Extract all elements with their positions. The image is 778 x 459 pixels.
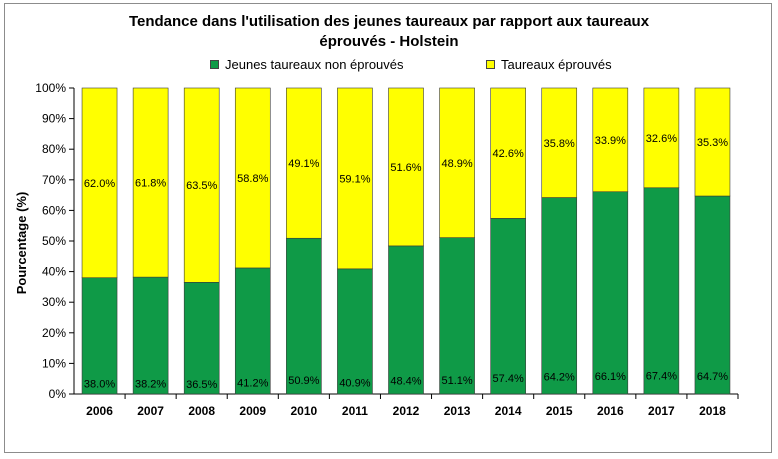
data-label: 66.1% — [595, 371, 626, 383]
data-label: 62.0% — [84, 178, 115, 190]
bar-young-2014 — [490, 218, 526, 395]
x-tick-label: 2012 — [393, 404, 420, 418]
data-label: 38.0% — [84, 379, 115, 391]
data-label: 41.2% — [237, 378, 268, 390]
bar-proven-2017 — [643, 87, 680, 189]
data-label: 35.3% — [697, 137, 728, 149]
data-label: 67.4% — [646, 370, 677, 382]
bar-young-2007 — [132, 276, 169, 395]
bar-proven-2007 — [132, 87, 169, 278]
legend-swatch-proven-bulls — [486, 60, 495, 69]
data-label: 36.5% — [186, 379, 217, 391]
x-tick-label: 2006 — [86, 404, 113, 418]
bar-young-2010 — [286, 237, 322, 395]
y-tick-label: 100% — [35, 81, 66, 95]
bar-proven-2012 — [388, 87, 424, 247]
legend-label-young-bulls: Jeunes taureaux non éprouvés — [225, 57, 404, 72]
chart-title-line-2: éprouvés - Holstein — [319, 33, 459, 50]
x-tick-label: 2009 — [239, 404, 266, 418]
bar-young-2011 — [337, 268, 373, 395]
data-label: 48.9% — [441, 158, 472, 170]
bar-proven-2009 — [234, 87, 271, 269]
x-tick-label: 2011 — [342, 404, 368, 418]
bar-young-2015 — [541, 197, 578, 395]
legend-item-young-bulls: Jeunes taureaux non éprouvés — [210, 57, 404, 72]
chart-title: Tendance dans l'utilisation des jeunes t… — [0, 12, 778, 52]
bar-young-2017 — [643, 187, 680, 395]
data-label: 32.6% — [646, 133, 677, 145]
y-tick-label: 0% — [49, 387, 67, 401]
data-label: 58.8% — [237, 173, 268, 185]
x-tick-label: 2015 — [546, 404, 573, 418]
plot-area: 0% 10% 20% 30% 40% 50% 60% 70% 80% 90% 100% 38.0% 62… — [35, 81, 739, 418]
bar-proven-2015 — [541, 87, 578, 198]
data-label: 61.8% — [135, 178, 166, 190]
y-axis-label: Pourcentage (%) — [14, 192, 29, 295]
bar-proven-2013 — [439, 87, 475, 238]
y-tick-label: 90% — [42, 112, 66, 126]
data-label: 38.2% — [135, 378, 166, 390]
chart-title-line-1: Tendance dans l'utilisation des jeunes t… — [128, 13, 650, 30]
x-tick-label: 2008 — [188, 404, 215, 418]
x-tick-label: 2014 — [495, 404, 522, 418]
bar-proven-2006 — [81, 87, 118, 279]
data-label: 49.1% — [288, 158, 319, 170]
data-label: 63.5% — [186, 180, 217, 192]
legend-label-proven-bulls: Taureaux éprouvés — [501, 57, 612, 72]
y-tick-label: 30% — [42, 295, 66, 309]
bar-proven-2018 — [694, 87, 731, 197]
data-label: 50.9% — [288, 375, 319, 387]
y-tick-label: 50% — [42, 234, 66, 248]
data-label: 51.1% — [441, 375, 472, 387]
data-label: 64.2% — [544, 371, 575, 383]
data-label: 33.9% — [595, 135, 626, 147]
bar-young-2008 — [183, 282, 220, 395]
y-tick-label: 70% — [42, 173, 66, 187]
data-label: 64.7% — [697, 371, 728, 383]
legend-swatch-young-bulls — [210, 60, 219, 69]
x-tick-label: 2016 — [597, 404, 624, 418]
y-tick-label: 60% — [42, 203, 66, 217]
bar-proven-2010 — [286, 87, 322, 239]
bar-young-2018 — [694, 195, 731, 395]
legend: Jeunes taureaux non éprouvés Taureaux ép… — [0, 57, 778, 77]
legend-item-proven-bulls: Taureaux éprouvés — [486, 57, 612, 72]
x-tick-label: 2010 — [290, 404, 317, 418]
data-label: 59.1% — [339, 173, 370, 185]
data-label: 57.4% — [493, 373, 524, 385]
bar-proven-2016 — [592, 87, 629, 193]
bar-young-2013 — [439, 237, 475, 395]
y-tick-label: 10% — [42, 356, 66, 370]
x-tick-label: 2018 — [699, 404, 726, 418]
data-label: 51.6% — [390, 162, 421, 174]
data-label: 48.4% — [390, 376, 421, 388]
bar-proven-2008 — [183, 87, 220, 283]
data-label: 42.6% — [493, 148, 524, 160]
x-tick-label: 2013 — [444, 404, 471, 418]
bar-proven-2011 — [337, 87, 373, 270]
bar-young-2006 — [81, 277, 118, 395]
x-tick-label: 2017 — [648, 404, 675, 418]
data-label: 40.9% — [339, 378, 370, 390]
bar-young-2012 — [388, 245, 424, 395]
x-tick-label: 2007 — [137, 404, 164, 418]
y-tick-label: 20% — [42, 326, 66, 340]
bar-proven-2014 — [490, 87, 526, 219]
y-tick-label: 80% — [42, 142, 66, 156]
bar-young-2016 — [592, 191, 629, 395]
bar-young-2009 — [234, 267, 271, 395]
y-tick-label: 40% — [42, 265, 66, 279]
data-label: 35.8% — [544, 138, 575, 150]
